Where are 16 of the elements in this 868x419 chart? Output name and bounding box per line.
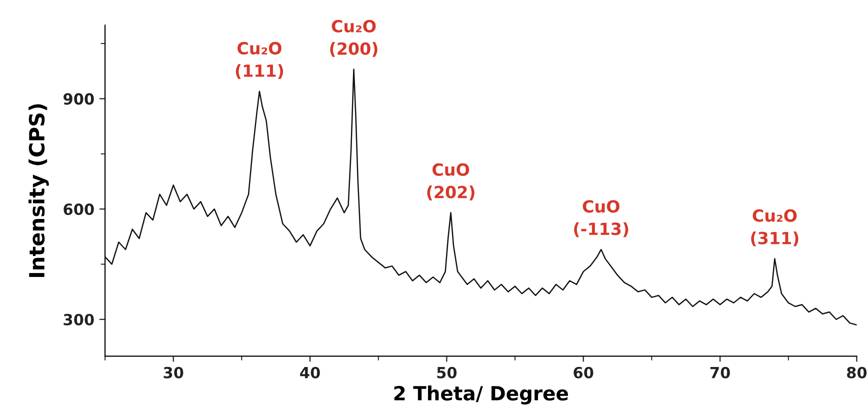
y-tick-label: 600: [64, 204, 94, 216]
y-tick-label: 300: [64, 314, 94, 326]
y-tick-label: 900: [64, 93, 94, 105]
x-tick-label: 70: [710, 366, 730, 378]
annotation: Cu₂O (311): [751, 209, 798, 246]
y-axis-title: Intensity (CPS): [28, 104, 49, 277]
x-tick-label: 60: [574, 366, 594, 378]
annotation: Cu₂O (200): [330, 20, 378, 57]
x-tick-label: 80: [847, 366, 867, 378]
x-tick-label: 50: [437, 366, 457, 378]
annotation: Cu₂O (111): [236, 42, 284, 79]
x-axis-title: 2 Theta/ Degree: [394, 386, 568, 404]
x-tick-label: 40: [300, 366, 320, 378]
annotation: CuO (202): [427, 163, 474, 200]
x-tick-label: 30: [164, 366, 184, 378]
annotation: CuO (-113): [574, 200, 628, 238]
